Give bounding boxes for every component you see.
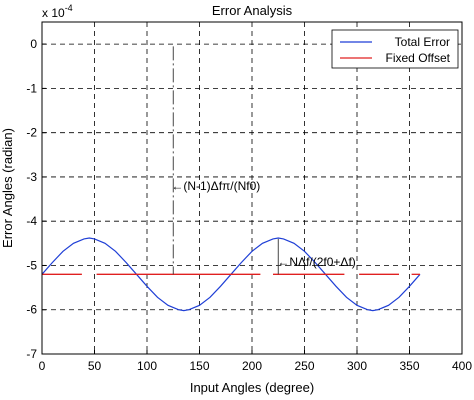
legend-box xyxy=(331,29,459,69)
plot-frame xyxy=(41,21,463,355)
x-tick-label: 300 xyxy=(347,359,367,373)
y-tick-label: -1 xyxy=(26,81,37,95)
annotation-1-label: (N-1)Δfπ/(Nf0) xyxy=(183,179,260,193)
y-tick-label: -4 xyxy=(26,214,37,228)
y-tick-label: -5 xyxy=(26,258,37,272)
y-tick-label: -3 xyxy=(26,170,37,184)
x-tick-label: 400 xyxy=(452,359,472,373)
tick-labels: 0 50 100 150 200 250 300 350 400 0 -1 -2 -3 -4 -5 -6 -7 xyxy=(26,37,472,373)
y-tick-label: -2 xyxy=(26,126,37,140)
x-tick-label: 350 xyxy=(399,359,419,373)
legend-label: Fixed Offset xyxy=(386,51,451,65)
x-tick-label: 0 xyxy=(39,359,46,373)
x-tick-label: 100 xyxy=(137,359,157,373)
legend-label: Total Error xyxy=(395,35,450,49)
y-axis-label: Error Angles (radian) xyxy=(0,128,15,248)
grid xyxy=(41,22,463,355)
annotation-2-arrow: ← xyxy=(277,255,289,269)
y-tick-label: 0 xyxy=(30,37,37,51)
y-tick-label: -6 xyxy=(26,303,37,317)
legend: Total Error Fixed Offset xyxy=(331,29,459,69)
x-tick-label: 250 xyxy=(294,359,314,373)
series xyxy=(41,237,421,312)
y-axis-multiplier: x 10-4 xyxy=(42,3,73,20)
annotations: ← (N-1)Δfπ/(Nf0)← NΔf/(2f0+Δf) xyxy=(171,46,356,275)
annotation-1-arrow: ← xyxy=(171,179,183,193)
x-tick-label: 200 xyxy=(242,359,262,373)
y-tick-label: -7 xyxy=(26,347,37,361)
y-multiplier-exponent: -4 xyxy=(65,3,73,13)
x-tick-label: 150 xyxy=(189,359,209,373)
x-tick-label: 50 xyxy=(88,359,102,373)
annotation-2-label: NΔf/(2f0+Δf) xyxy=(289,255,355,269)
y-multiplier-base: x 10 xyxy=(42,6,65,20)
chart-title: Error Analysis xyxy=(212,3,293,18)
x-axis-label: Input Angles (degree) xyxy=(190,380,314,395)
